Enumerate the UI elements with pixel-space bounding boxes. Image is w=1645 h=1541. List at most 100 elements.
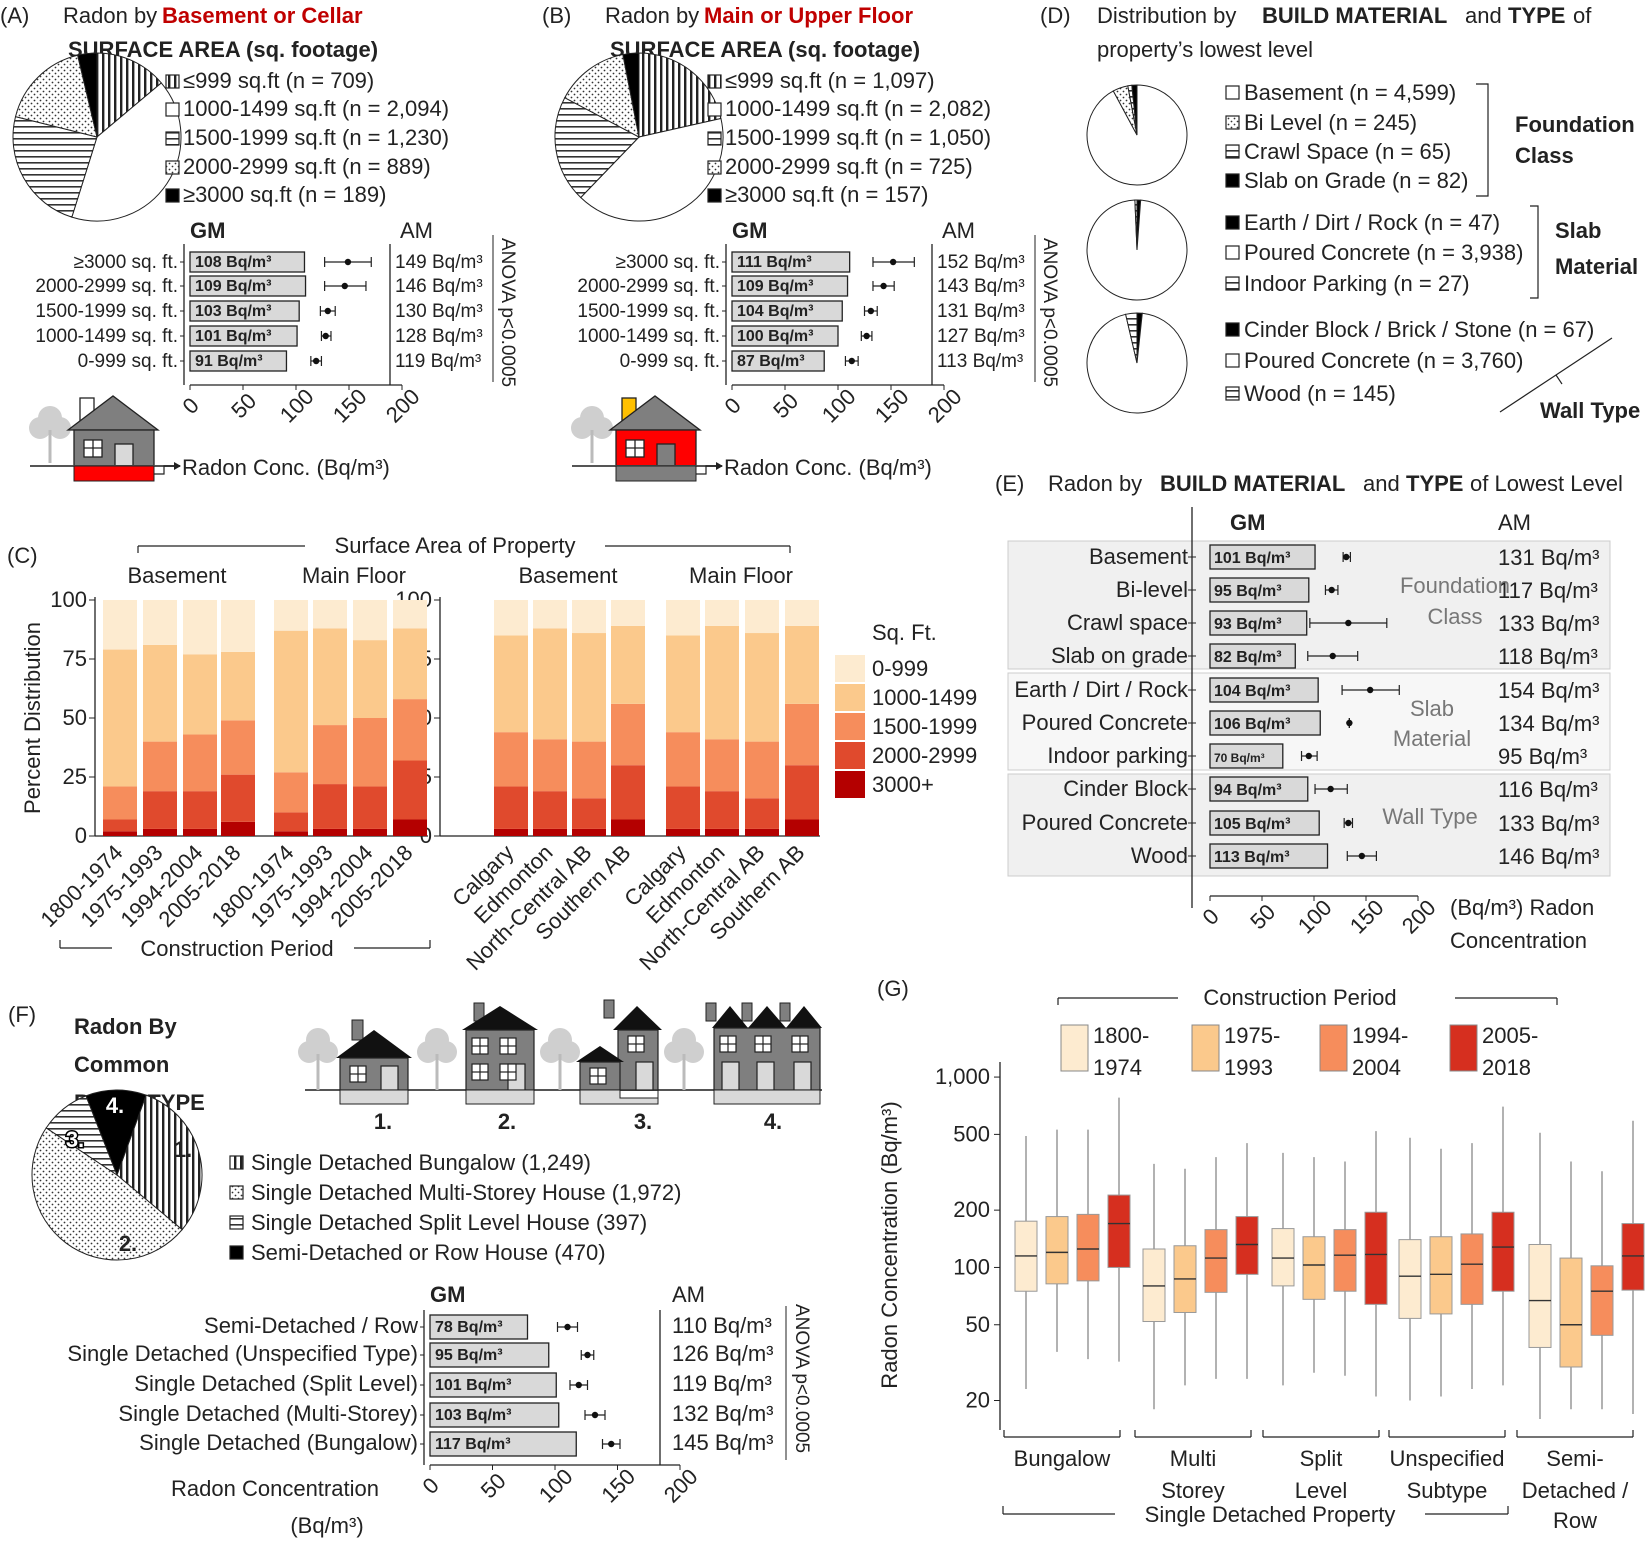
category-label: 2000-2999 sq. ft. [35,276,178,297]
am-value-label: 132 Bq/m³ [672,1401,774,1426]
stacked-bar-segment [313,725,347,785]
box [1076,1213,1100,1282]
lower-level [713,1089,821,1105]
am-point [848,357,855,365]
tree-icon [298,1041,320,1063]
gm-bar [189,300,300,322]
sqft-pie [12,52,182,222]
material-pie-slice [1086,312,1188,414]
stacked-bar-segment [533,739,567,792]
stacked-bar-segment [611,625,645,704]
x-tick-label: 50 [768,388,803,423]
legend-label: 1994- [1352,1023,1408,1048]
group-label: Main Floor [689,563,793,588]
arrow-line [154,465,174,475]
legend-swatch [165,160,180,175]
slab-legend-label: Poured Concrete (n = 3,938) [1244,240,1523,265]
tree-icon [591,417,613,439]
stacked-bar-segment [353,828,387,836]
x-tick-label: 0 [720,393,746,419]
y-tick-label: 25 [63,764,87,789]
x-axis-title: Single Detached Property [1145,1502,1396,1527]
am-point [341,282,348,290]
legend-swatch [229,1155,244,1170]
legend-label: 1800- [1093,1023,1149,1048]
pie-slice-label: 4. [106,1093,124,1118]
stacked-bar-segment [705,600,739,626]
gm-value-label: 109 Bq/m³ [195,278,271,295]
gm-value-label: 87 Bq/m³ [737,353,805,370]
legend-swatch [229,1245,244,1260]
panel-label: (C) [7,543,38,568]
box [1302,1236,1326,1300]
gm-bar [189,251,306,273]
gm-bar [1209,577,1310,603]
gm-bar [1209,710,1321,736]
stacked-bar-segment [393,760,427,820]
am-point [591,1411,599,1419]
y-tick-label: 100 [50,587,87,612]
legend-swatch [165,102,180,117]
stacked-bar-segment [103,819,137,832]
sqft-pie-slice [12,115,98,218]
panel-title-bold: BUILD MATERIAL [1262,3,1447,28]
legend-swatch [229,1215,244,1230]
stacked-bar-segment [143,644,177,742]
am-point [322,332,329,340]
stacked-bar-segment [533,791,567,829]
category-label: Bi-level [1116,577,1188,602]
am-value-label: 143 Bq/m³ [937,276,1025,297]
chimney [741,1002,753,1022]
stacked-bar-segment [221,600,255,652]
x-axis-title: Concentration [1450,928,1587,953]
am-point [867,307,875,315]
legend-swatch [165,74,180,89]
door [114,443,134,467]
stacked-bar-segment [745,798,779,829]
chimney [779,1002,791,1022]
stacked-bar-segment [785,625,819,704]
stacked-bar-segment [393,819,427,836]
group-label: Slab [1410,696,1454,721]
chimney [351,1019,364,1041]
foundation-legend-label: Crawl Space (n = 65) [1244,139,1451,164]
legend-swatch [707,188,722,203]
am-point [575,1381,582,1389]
category-label: ≥3000 sq. ft. [616,252,720,273]
pie-legend-label: 1500-1999 sq.ft (n = 1,050) [725,125,991,150]
am-value-label: 118 Bq/m³ [1498,644,1598,669]
gm-bar [429,1342,550,1368]
gm-value-label: 95 Bq/m³ [435,1347,503,1364]
am-point [1327,785,1334,793]
gm-value-label: 91 Bq/m³ [195,353,263,370]
lower-level [615,465,697,482]
y-tick-label: 20 [966,1388,990,1413]
box [1621,1223,1645,1291]
am-value-label: 149 Bq/m³ [395,252,483,273]
box [1271,1228,1295,1287]
legend-swatch [1319,1024,1348,1072]
gm-value-label: 111 Bq/m³ [737,254,812,271]
stacked-bar-segment [221,720,255,775]
gm-header: GM [190,218,225,243]
gm-bar [189,325,298,347]
legend-swatch [835,771,865,798]
x-axis-title: Construction Period [140,936,333,961]
stacked-bar-segment [143,791,177,829]
roof [576,1046,624,1062]
box [1460,1233,1484,1305]
am-point [1358,852,1366,860]
panel-title: of [1573,3,1592,28]
stacked-bar-segment [611,600,645,626]
door [656,443,676,467]
panel-title: Radon by [605,3,699,28]
gm-bar [429,1431,577,1457]
gm-bar [1209,743,1284,769]
x-tick-label: 100 [275,384,319,428]
box [1398,1239,1422,1319]
stacked-bar-segment [666,600,700,636]
y-tick-label: 500 [953,1121,990,1146]
legend-label: 2004 [1352,1055,1401,1080]
am-value-label: 127 Bq/m³ [937,326,1025,347]
y-axis-title: Radon Concentration (Bq/m³) [877,1101,902,1388]
